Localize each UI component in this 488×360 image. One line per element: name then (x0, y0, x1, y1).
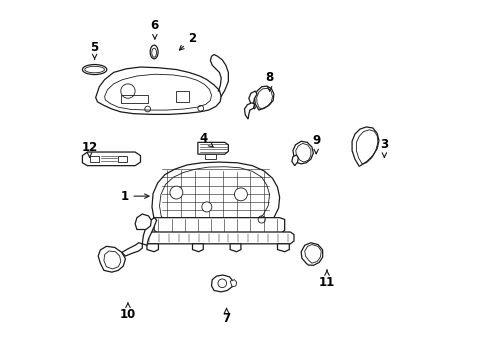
Polygon shape (122, 243, 142, 256)
Polygon shape (244, 103, 254, 119)
Polygon shape (292, 141, 313, 164)
Circle shape (202, 202, 211, 212)
Polygon shape (147, 244, 158, 252)
Text: 9: 9 (311, 134, 320, 154)
Text: 11: 11 (318, 270, 334, 289)
Polygon shape (248, 91, 257, 109)
Ellipse shape (82, 64, 106, 75)
Polygon shape (230, 244, 241, 252)
Circle shape (169, 186, 183, 199)
Polygon shape (96, 67, 221, 114)
Polygon shape (82, 152, 140, 166)
Polygon shape (211, 275, 233, 292)
Text: 10: 10 (120, 302, 136, 321)
Text: 8: 8 (265, 71, 273, 91)
Polygon shape (154, 218, 284, 234)
Text: 1: 1 (120, 190, 149, 203)
Polygon shape (198, 142, 228, 154)
Ellipse shape (150, 45, 158, 59)
Polygon shape (152, 162, 279, 239)
Text: 6: 6 (150, 19, 159, 39)
Polygon shape (301, 243, 322, 265)
Polygon shape (144, 232, 293, 244)
Polygon shape (277, 244, 289, 252)
Polygon shape (291, 155, 298, 166)
Polygon shape (351, 127, 378, 166)
Text: 12: 12 (81, 141, 98, 157)
Polygon shape (142, 218, 156, 245)
Text: 2: 2 (179, 32, 196, 50)
Text: 4: 4 (199, 132, 213, 147)
Polygon shape (204, 154, 215, 159)
Polygon shape (98, 246, 125, 272)
Text: 7: 7 (222, 309, 230, 325)
Polygon shape (135, 214, 151, 229)
Polygon shape (254, 86, 273, 110)
Text: 3: 3 (380, 138, 387, 157)
Polygon shape (192, 244, 203, 252)
Polygon shape (230, 280, 236, 287)
Text: 5: 5 (90, 41, 99, 59)
Circle shape (234, 188, 247, 201)
